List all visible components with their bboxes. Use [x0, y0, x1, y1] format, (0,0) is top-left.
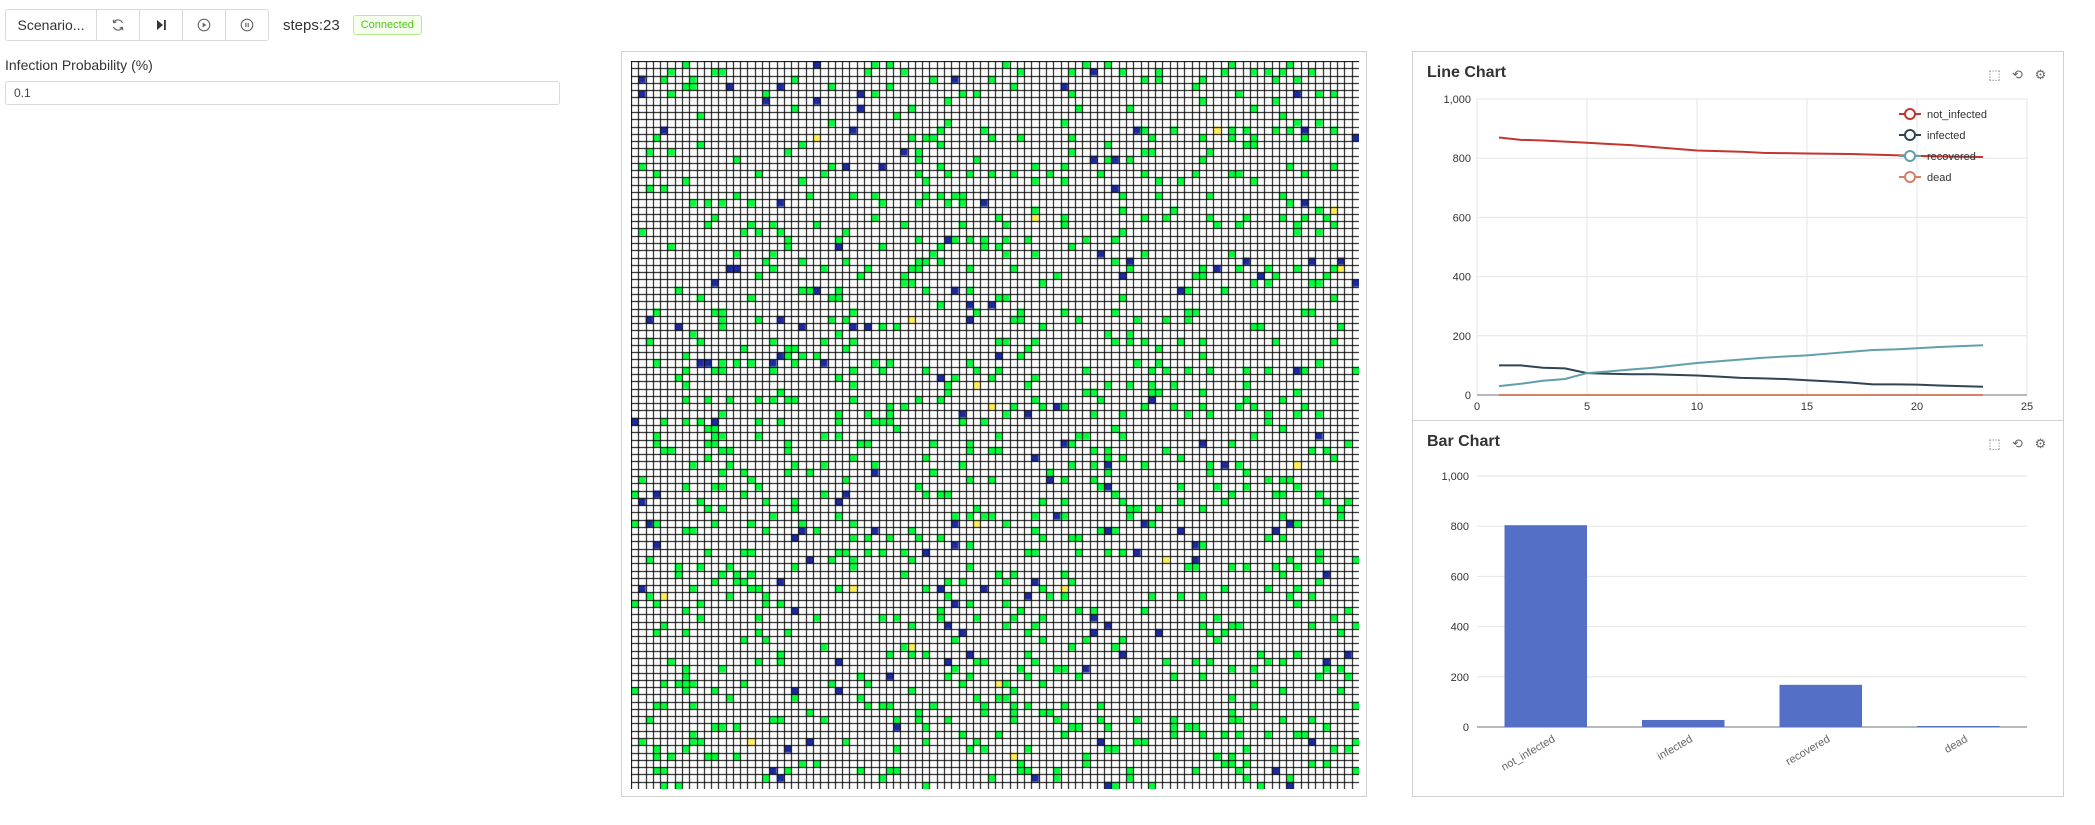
infection-probability-input[interactable]: [5, 81, 560, 105]
simulation-grid[interactable]: [631, 61, 1359, 789]
x-tick-label: 15: [1801, 401, 1813, 413]
line-chart-toolbox: ⬚ ⟲ ⚙: [1986, 66, 2049, 83]
toolbar: Scenario...: [5, 9, 422, 41]
x-tick-label: 10: [1691, 401, 1703, 413]
bar-chart-title: Bar Chart: [1427, 433, 1500, 450]
play-button[interactable]: [183, 10, 226, 40]
refresh-icon: [112, 19, 124, 31]
legend-marker-recovered: [1904, 150, 1916, 162]
legend-label-recovered: recovered: [1927, 151, 1976, 163]
reset-button[interactable]: [97, 10, 140, 40]
bar-chart: 0 200 400 600 800 1,000 not_infected infected re…: [1441, 471, 2027, 774]
step-forward-icon: [157, 20, 166, 30]
x-tick-label: not_infected: [1499, 733, 1557, 773]
zoom-icon[interactable]: ⬚: [1988, 66, 2001, 82]
y-tick-label: 0: [1465, 390, 1471, 402]
x-tick-label: 0: [1474, 401, 1480, 413]
y-tick-label: 800: [1451, 521, 1469, 533]
bar-infected: [1642, 719, 1725, 727]
legend-marker-infected: [1904, 129, 1916, 141]
x-tick-label: recovered: [1784, 733, 1832, 768]
y-tick-label: 200: [1451, 672, 1469, 684]
y-tick-label: 1,000: [1443, 94, 1471, 106]
bar-not_infected: [1504, 525, 1587, 727]
control-button-group: Scenario...: [5, 9, 269, 41]
line-chart: 0 200 400 600 800 1,000 0 5 10 15 20 25 not_infected…: [1443, 94, 2033, 413]
x-tick-label: 25: [2021, 401, 2033, 413]
x-tick-label: 20: [1911, 401, 1923, 413]
y-tick-label: 0: [1463, 722, 1469, 734]
y-tick-label: 1,000: [1441, 471, 1469, 483]
step-counter: steps:23: [283, 16, 340, 34]
series-line-recovered: [1498, 344, 1984, 388]
legend-label-not_infected: not_infected: [1927, 109, 1987, 121]
y-tick-label: 400: [1451, 622, 1469, 634]
series-line-infected: [1499, 364, 1984, 388]
zoom-icon[interactable]: ⬚: [1988, 435, 2001, 451]
pause-button[interactable]: [226, 10, 268, 40]
legend-marker-dead: [1904, 171, 1916, 183]
y-tick-label: 600: [1451, 571, 1469, 583]
gear-icon[interactable]: ⚙: [2034, 66, 2047, 82]
y-tick-label: 400: [1453, 272, 1471, 284]
legend-label-dead: dead: [1927, 172, 1951, 184]
zoom-reset-icon[interactable]: ⟲: [2012, 66, 2023, 82]
play-circle-icon: [197, 18, 211, 32]
gear-icon[interactable]: ⚙: [2034, 435, 2047, 451]
x-tick-label: 5: [1584, 401, 1590, 413]
zoom-reset-icon[interactable]: ⟲: [2012, 435, 2023, 451]
bar-dead: [1917, 726, 2000, 727]
x-tick-label: infected: [1655, 733, 1694, 763]
connection-status-badge: Connected: [352, 15, 422, 35]
x-tick-label: dead: [1943, 733, 1970, 756]
infection-probability-label: Infection Probability (%): [5, 57, 153, 73]
y-tick-label: 800: [1453, 153, 1471, 165]
bar-recovered: [1779, 684, 1862, 727]
legend-label-infected: infected: [1927, 130, 1966, 142]
line-chart-title: Line Chart: [1427, 64, 1507, 81]
step-button[interactable]: [140, 10, 183, 40]
line-chart-panel: 0 200 400 600 800 1,000 0 5 10 15 20 25 not_infected…: [1412, 51, 2064, 421]
y-tick-label: 200: [1453, 331, 1471, 343]
y-tick-label: 600: [1453, 212, 1471, 224]
grid-panel: [621, 51, 1367, 797]
pause-circle-icon: [240, 18, 254, 32]
bar-chart-panel: 0 200 400 600 800 1,000 not_infected infected re…: [1412, 420, 2064, 797]
legend-marker-not_infected: [1904, 108, 1916, 120]
scenario-button[interactable]: Scenario...: [6, 10, 97, 40]
bar-chart-toolbox: ⬚ ⟲ ⚙: [1986, 435, 2049, 452]
